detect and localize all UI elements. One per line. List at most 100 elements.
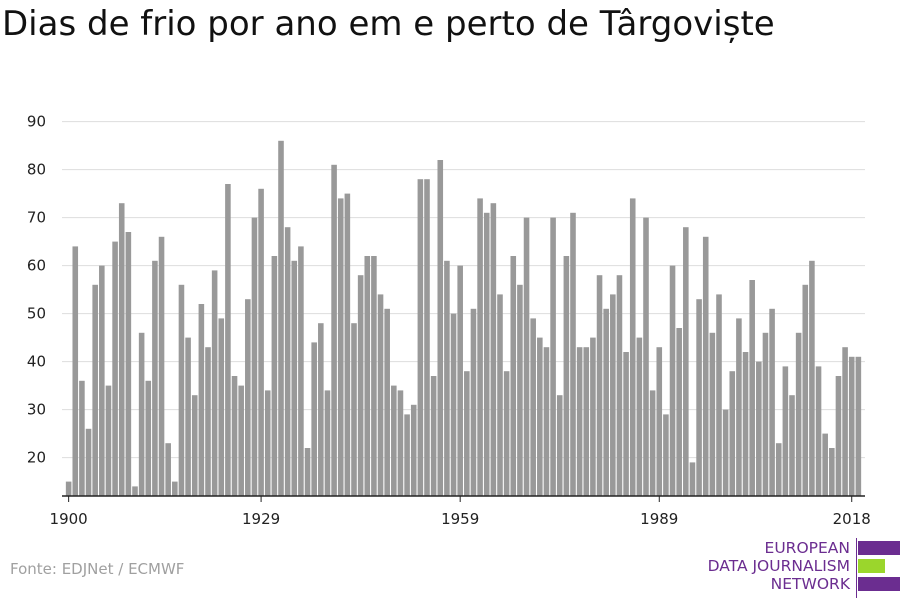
- bar: [437, 160, 444, 496]
- bar: [218, 318, 225, 496]
- bar: [72, 246, 79, 496]
- bar: [596, 275, 603, 496]
- bar: [629, 198, 636, 496]
- bar: [590, 337, 596, 496]
- bar: [822, 433, 828, 496]
- bar: [344, 193, 351, 496]
- bar: [663, 414, 669, 496]
- bar: [782, 366, 789, 496]
- y-tick-label: 70: [27, 209, 46, 227]
- x-tick-label: 1989: [640, 510, 678, 528]
- bar: [855, 356, 862, 496]
- bar: [716, 294, 722, 496]
- y-tick-label: 40: [27, 353, 46, 371]
- bar: [802, 284, 809, 496]
- bar: [616, 275, 623, 496]
- bar: [636, 337, 643, 496]
- bar: [377, 294, 384, 496]
- bar: [430, 376, 437, 496]
- bar: [304, 448, 311, 496]
- bar: [477, 198, 483, 496]
- bar-chart: 20 30 40 50 60 70 80 90 1900 1929 1959 1989 2018: [27, 113, 871, 528]
- bar: [623, 352, 629, 496]
- y-tick-label: 30: [27, 401, 46, 419]
- bar: [112, 241, 118, 496]
- bar: [543, 347, 550, 496]
- logo-line-2: DATA JOURNALISM: [707, 557, 850, 575]
- bar: [251, 217, 258, 496]
- bar: [676, 328, 682, 496]
- bar: [470, 308, 477, 496]
- y-tick-label: 20: [27, 449, 46, 467]
- bar: [669, 265, 676, 496]
- bar: [138, 332, 145, 496]
- bar: [357, 275, 364, 496]
- bar: [284, 227, 291, 496]
- bar: [762, 332, 769, 496]
- bar: [729, 371, 736, 496]
- bar: [258, 188, 264, 497]
- bar: [424, 179, 430, 496]
- bar: [769, 308, 775, 496]
- bar: [65, 481, 72, 496]
- bar: [702, 236, 709, 497]
- bar: [490, 203, 497, 496]
- bar: [211, 270, 218, 496]
- bar: [205, 347, 211, 496]
- bar: [829, 448, 835, 496]
- bar: [656, 347, 663, 496]
- bar: [457, 265, 463, 496]
- bar: [351, 323, 357, 496]
- bar: [576, 347, 583, 496]
- bar: [231, 376, 238, 496]
- bar: [450, 313, 457, 496]
- bar: [198, 304, 205, 496]
- bar: [85, 428, 92, 496]
- x-tick-label: 1900: [50, 510, 88, 528]
- bar: [556, 395, 563, 496]
- bar: [391, 385, 397, 496]
- bar: [497, 294, 503, 496]
- bar: [298, 246, 304, 496]
- bar: [417, 179, 424, 496]
- bar: [444, 260, 450, 496]
- bar: [517, 284, 523, 496]
- logo-line-3: NETWORK: [770, 575, 850, 593]
- bar: [264, 390, 271, 496]
- x-tick-label: 1929: [242, 510, 280, 528]
- bar: [643, 217, 649, 496]
- bar: [278, 140, 284, 497]
- y-tick-label: 80: [27, 161, 46, 179]
- edjnet-logo: EUROPEAN DATA JOURNALISM NETWORK: [700, 538, 900, 598]
- bar: [610, 294, 616, 496]
- bar: [331, 164, 337, 497]
- bar: [550, 217, 556, 496]
- logo-divider: [856, 538, 857, 598]
- bar: [503, 371, 510, 496]
- bar: [815, 366, 822, 496]
- bar: [570, 212, 576, 497]
- x-tick-label: 2018: [833, 510, 871, 528]
- bar: [709, 332, 716, 496]
- bar: [337, 198, 344, 496]
- bar: [563, 256, 570, 496]
- y-tick-label: 90: [27, 113, 46, 131]
- bar: [736, 318, 742, 496]
- bar: [125, 232, 132, 496]
- bar: [185, 337, 191, 496]
- bar: [324, 390, 331, 496]
- bar: [835, 376, 842, 496]
- bar: [404, 414, 410, 496]
- bar: [364, 256, 371, 496]
- axes: 20 30 40 50 60 70 80 90 1900 1929 1959 1989 2018: [27, 113, 871, 528]
- bar: [384, 308, 390, 496]
- bar: [603, 308, 609, 496]
- bar: [79, 380, 85, 496]
- bar: [749, 280, 755, 496]
- bar: [178, 284, 185, 496]
- bar: [789, 395, 795, 496]
- bar: [649, 390, 656, 496]
- bar: [271, 256, 278, 496]
- y-tick-label: 50: [27, 305, 46, 323]
- logo-bar-3: [858, 577, 900, 591]
